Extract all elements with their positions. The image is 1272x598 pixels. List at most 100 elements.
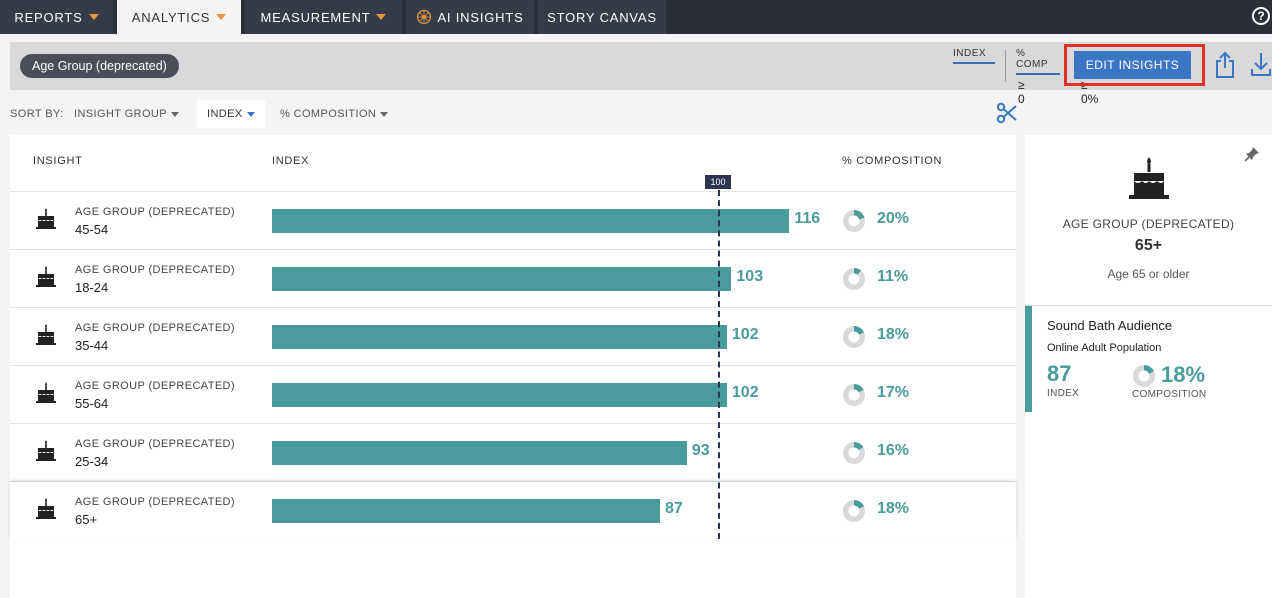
insight-category: AGE GROUP (DEPRECATED)	[75, 438, 235, 450]
composition-value: 17%	[877, 384, 910, 401]
selected-insight-category: AGE GROUP (DEPRECATED)	[1062, 217, 1235, 231]
composition-pie-icon	[843, 500, 865, 522]
sort-option-label: % COMPOSITION	[280, 108, 377, 120]
chevron-down-icon	[246, 111, 255, 117]
composition-pie-icon	[843, 442, 865, 464]
nav-tab-label: REPORTS	[14, 9, 83, 25]
table-row[interactable]: AGE GROUP (DEPRECATED) 25-34 93 16%	[10, 424, 1016, 482]
birthday-cake-icon	[36, 324, 56, 345]
audience-card: Sound Bath Audience Online Adult Populat…	[1025, 306, 1272, 412]
pin-icon[interactable]	[1243, 145, 1261, 163]
composition-pie-icon	[843, 210, 865, 232]
sort-option-index[interactable]: INDEX	[197, 100, 265, 128]
composition-value: 16%	[877, 442, 910, 459]
filter-chip[interactable]: Age Group (deprecated)	[20, 54, 179, 78]
insight-category: AGE GROUP (DEPRECATED)	[75, 264, 235, 276]
edit-insights-highlight	[1064, 44, 1205, 86]
sort-option-composition[interactable]: % COMPOSITION	[280, 100, 389, 128]
selected-insight-value: 65+	[1134, 237, 1163, 254]
audience-name: Sound Bath Audience	[1047, 318, 1173, 333]
index-value: 102	[731, 384, 759, 401]
table-row[interactable]: AGE GROUP (DEPRECATED) 65+ 87 18%	[10, 482, 1016, 540]
insight-value: 18-24	[75, 280, 109, 295]
nav-tab-reports[interactable]: REPORTS	[0, 0, 113, 34]
threshold-divider	[1005, 50, 1006, 82]
share-icon[interactable]	[1214, 51, 1236, 79]
sort-option-insight-group[interactable]: INSIGHT GROUP	[74, 100, 180, 128]
insight-value: 65+	[75, 512, 98, 527]
index-threshold-label: INDEX	[953, 48, 987, 59]
nav-tab-analytics[interactable]: ANALYTICS	[117, 0, 241, 34]
composition-pie-icon	[843, 384, 865, 406]
nav-tab-measurement[interactable]: MEASUREMENT	[245, 0, 402, 34]
birthday-cake-icon	[36, 440, 56, 461]
download-icon[interactable]	[1250, 52, 1272, 78]
index-value: 87	[665, 500, 683, 517]
composition-pie-icon	[843, 326, 865, 348]
birthday-cake-icon	[36, 208, 56, 229]
composition-threshold-label: % COMP	[1016, 48, 1048, 70]
index-threshold-line	[953, 62, 995, 64]
index-threshold[interactable]: INDEX ≥ 0	[953, 48, 1025, 106]
audience-population: Online Adult Population	[1047, 342, 1162, 354]
table-row[interactable]: AGE GROUP (DEPRECATED) 55-64 102 17%	[10, 366, 1016, 424]
insight-category: AGE GROUP (DEPRECATED)	[75, 206, 235, 218]
insight-category: AGE GROUP (DEPRECATED)	[75, 322, 235, 334]
nav-tab-ai-insights[interactable]: AI INSIGHTS	[406, 0, 534, 34]
index-reference-label: 100	[705, 175, 731, 189]
composition-threshold[interactable]: % COMP ≥ 0%	[1016, 48, 1098, 106]
sort-bar: SORT BY: INSIGHT GROUP INDEX % COMPOSITI…	[10, 100, 1017, 128]
nav-tab-label: STORY CANVAS	[547, 9, 657, 25]
chevron-down-icon	[216, 14, 227, 20]
insight-value: 55-64	[75, 396, 109, 411]
index-value: 93	[691, 442, 710, 459]
composition-value: 18%	[877, 500, 910, 517]
chevron-down-icon	[380, 111, 389, 117]
table-row[interactable]: AGE GROUP (DEPRECATED) 45-54 116 20%	[10, 192, 1016, 250]
column-header-index: INDEX	[272, 155, 310, 167]
composition-pie-icon	[1133, 365, 1155, 387]
detail-panel: AGE GROUP (DEPRECATED) 65+ Age 65 or old…	[1025, 135, 1272, 598]
filter-bar: Age Group (deprecated) INDEX ≥ 0 % COMP …	[10, 42, 1272, 106]
index-value: 116	[794, 210, 821, 227]
top-nav: REPORTS ANALYTICS MEASUREMENT AI INSIGHT…	[0, 0, 1272, 34]
insight-category: AGE GROUP (DEPRECATED)	[75, 496, 235, 508]
index-bar	[272, 209, 790, 233]
composition-value: 20%	[877, 210, 910, 227]
index-value: 103	[736, 268, 764, 285]
chevron-down-icon	[88, 14, 99, 20]
edit-insights-button[interactable]: EDIT INSIGHTS	[1074, 51, 1191, 79]
sort-option-label: INSIGHT GROUP	[74, 108, 168, 120]
insights-table: INSIGHT INDEX % COMPOSITION AGE GROUP (D…	[10, 135, 1016, 598]
insight-value: 25-34	[75, 454, 109, 469]
ai-sparkle-icon	[417, 9, 432, 25]
index-bar	[272, 325, 727, 349]
table-row[interactable]: AGE GROUP (DEPRECATED) 35-44 102 18%	[10, 308, 1016, 366]
sort-by-label: SORT BY:	[10, 108, 64, 120]
scissors-icon[interactable]	[996, 102, 1018, 124]
composition-pie-icon	[843, 268, 865, 290]
nav-tab-label: AI INSIGHTS	[437, 9, 524, 25]
index-bar	[272, 441, 687, 465]
birthday-cake-icon	[36, 266, 56, 287]
selected-insight-description: Age 65 or older	[1107, 267, 1190, 281]
birthday-cake-icon	[1129, 157, 1169, 199]
help-icon[interactable]: ?	[1252, 7, 1270, 25]
index-bar	[272, 499, 660, 523]
column-header-composition: % COMPOSITION	[842, 155, 943, 167]
audience-index-label: INDEX	[1047, 388, 1080, 399]
nav-tab-story-canvas[interactable]: STORY CANVAS	[538, 0, 666, 34]
chevron-down-icon	[171, 111, 180, 117]
index-value: 102	[731, 326, 759, 343]
index-bar	[272, 383, 727, 407]
index-threshold-value: ≥ 0	[1018, 78, 1025, 106]
insight-category: AGE GROUP (DEPRECATED)	[75, 380, 235, 392]
sort-option-label: INDEX	[207, 108, 243, 120]
table-row[interactable]: AGE GROUP (DEPRECATED) 18-24 103 11%	[10, 250, 1016, 308]
nav-tab-label: MEASUREMENT	[260, 9, 371, 25]
insight-value: 45-54	[75, 222, 109, 237]
birthday-cake-icon	[36, 498, 56, 519]
composition-value: 18%	[877, 326, 910, 343]
audience-composition-value: 18%	[1161, 362, 1206, 387]
audience-index-value: 87	[1047, 361, 1072, 386]
